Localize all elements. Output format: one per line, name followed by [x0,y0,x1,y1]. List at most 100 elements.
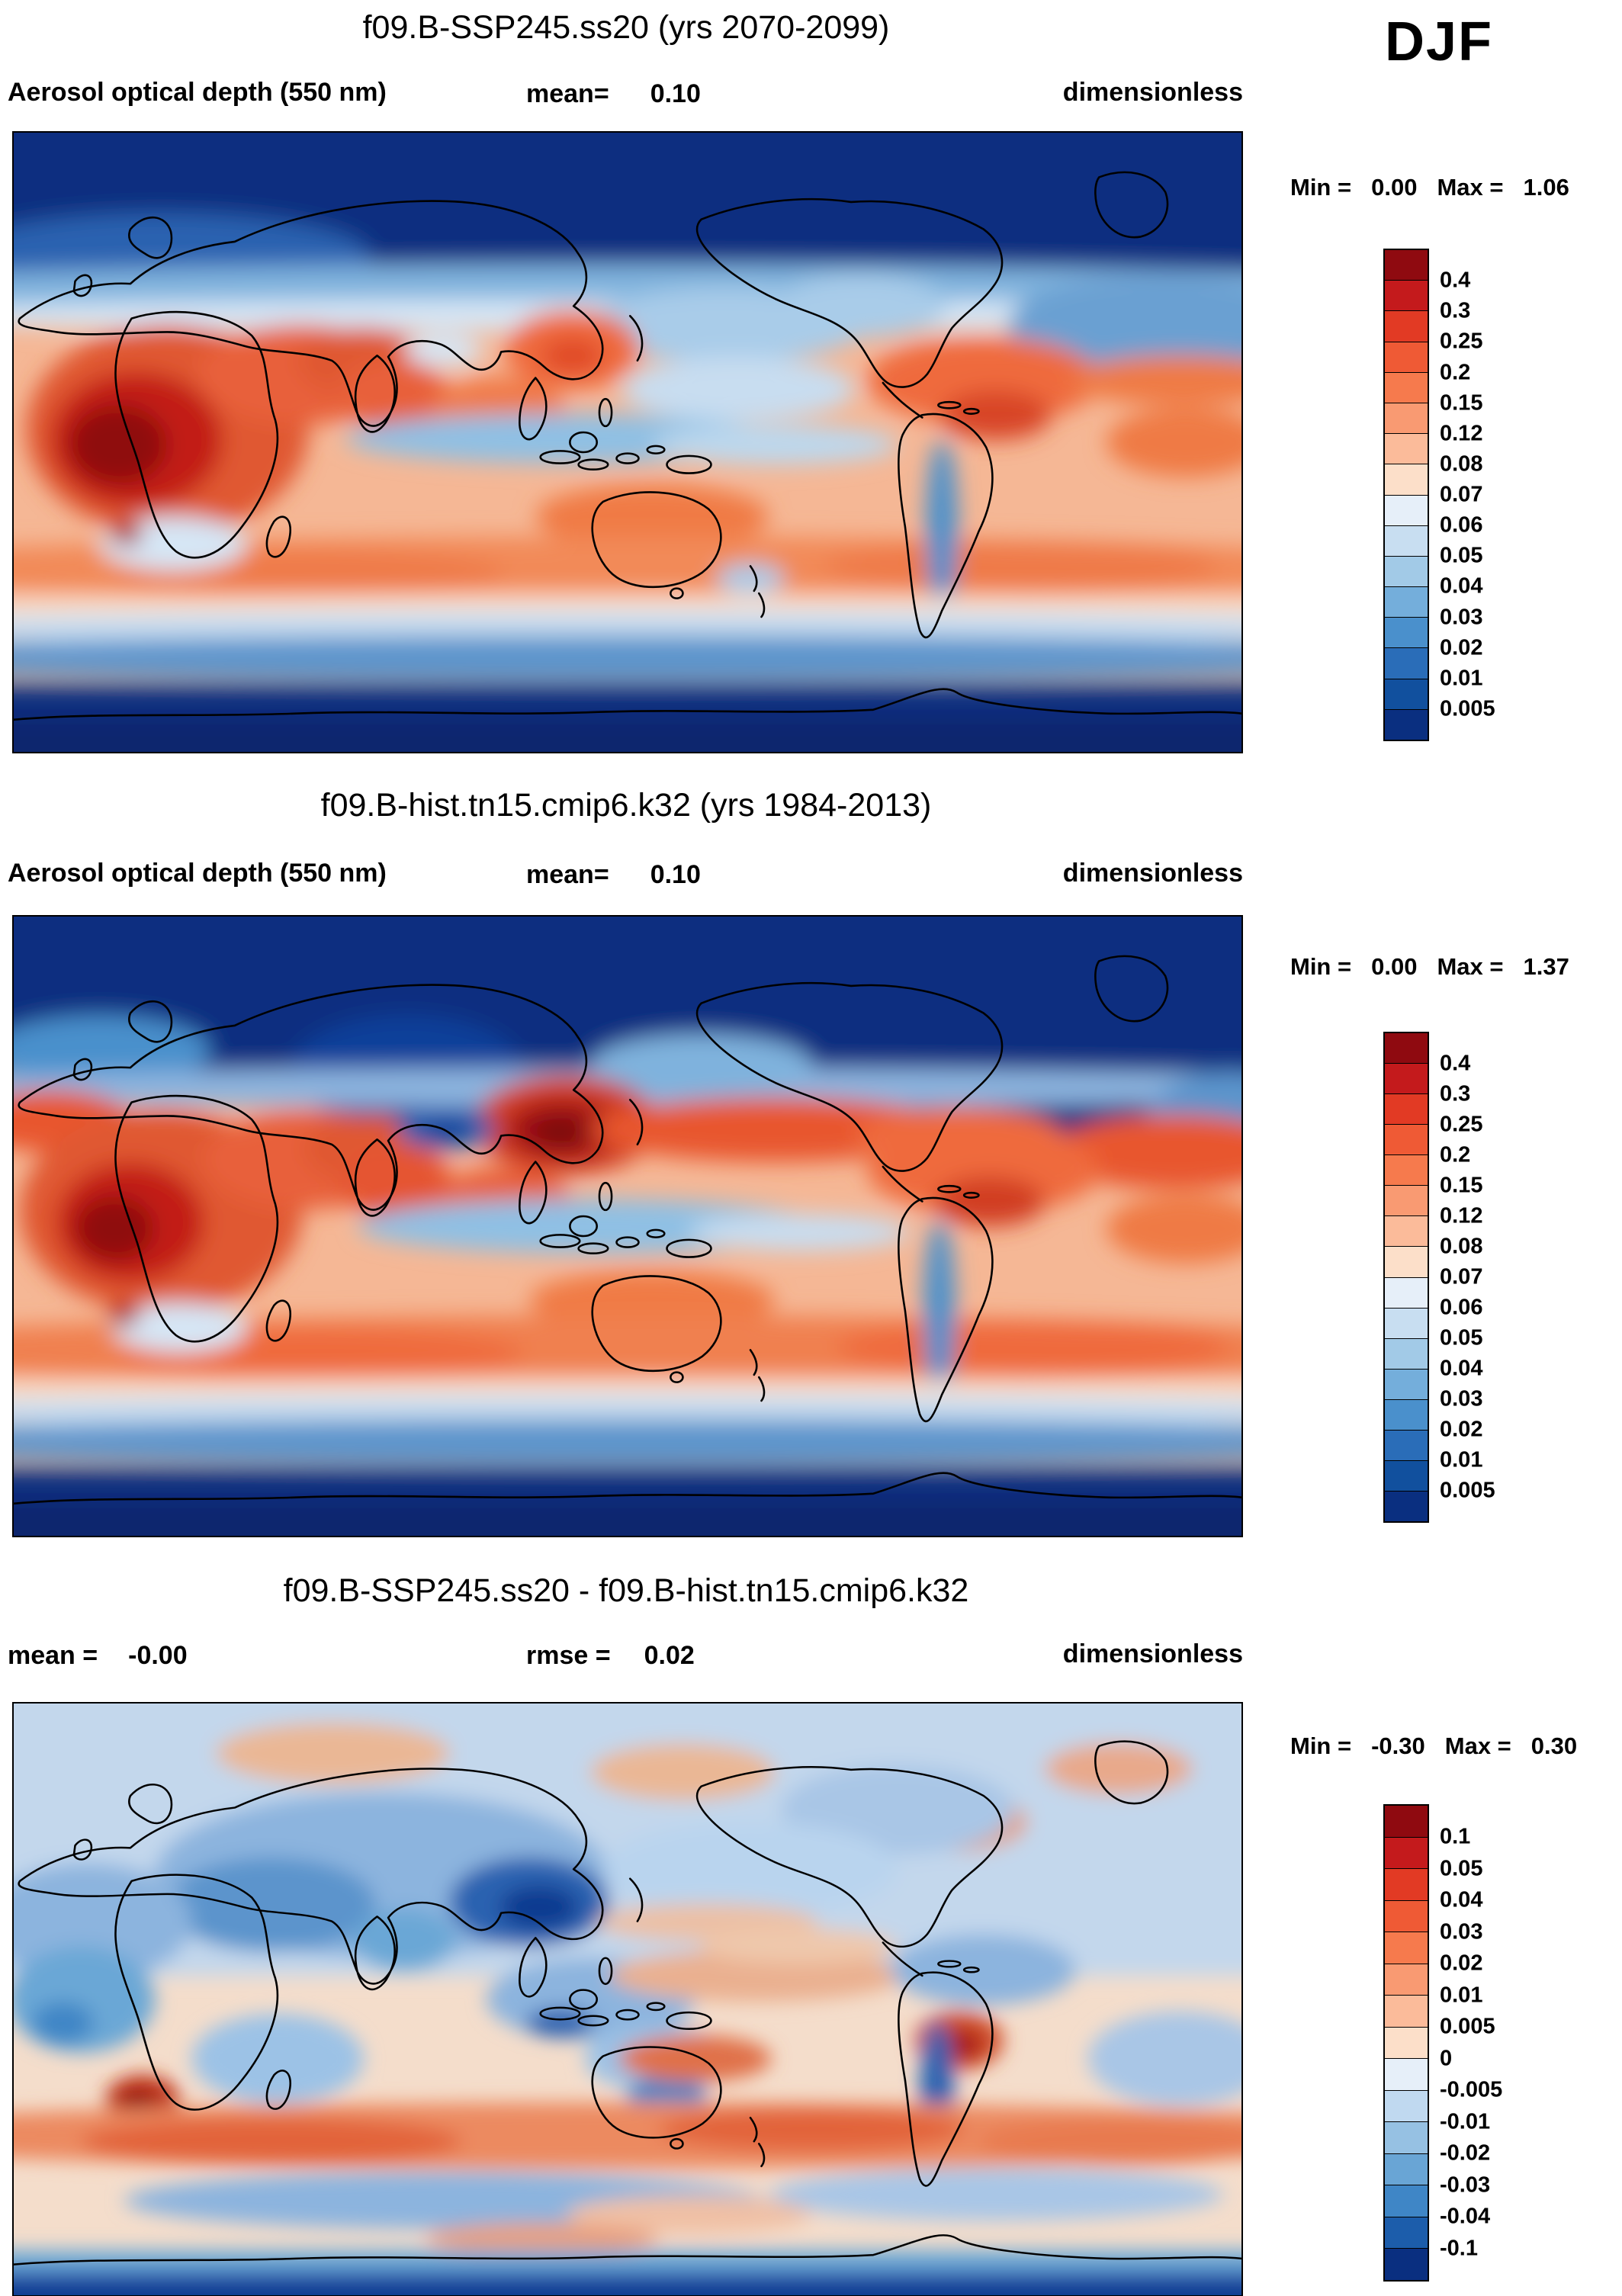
min-value: -0.30 [1371,1732,1425,1759]
colorbar-cell [1385,1033,1428,1064]
colorbar-cell [1385,1398,1428,1430]
contour-field [14,1704,1241,2295]
colorbar-cell [1385,1806,1428,1837]
colorbar-tick-label: 0.08 [1440,451,1483,477]
colorbar-cell [1385,1215,1428,1247]
colorbar-cell [1385,2153,1428,2185]
panel3-mean: mean = -0.00 [8,1641,188,1671]
season-label: DJF [1384,11,1494,72]
min-value: 0.00 [1371,174,1418,201]
colorbar-cell [1385,1307,1428,1338]
colorbar-tick-label: -0.02 [1440,2140,1491,2166]
colorbar-cell [1385,1276,1428,1308]
contour-field [14,917,1241,1536]
colorbar-tick-label: -0.1 [1440,2236,1478,2261]
panel2-mean: mean= 0.10 [526,860,701,890]
max-value: 1.06 [1523,174,1569,201]
panel1-units: dimensionless [1062,78,1243,107]
panel3-minmax: Min = -0.30 Max = 0.30 [1290,1732,1577,1760]
max-label: Max = [1444,1732,1511,1759]
mean-label: mean= [526,79,609,108]
colorbar-cell [1385,1185,1428,1216]
colorbar-tick-label: 0.02 [1440,1417,1483,1442]
colorbar-tick-label: 0.01 [1440,666,1483,691]
contour-field [14,133,1241,752]
colorbar-tick-label: 0.15 [1440,1173,1483,1198]
panel1-mean: mean= 0.10 [526,79,701,109]
colorbar-cell [1385,1368,1428,1399]
mean-value: 0.10 [650,79,701,108]
colorbar-tick-label: 0.06 [1440,512,1483,538]
colorbar-cell [1385,647,1428,679]
colorbar-tick-label: 0.03 [1440,605,1483,629]
colorbar-cell [1385,371,1428,403]
colorbar-cell [1385,494,1428,525]
colorbar-tick-label: 0.01 [1440,1983,1483,2008]
mean-value: 0.10 [650,860,701,889]
colorbar-cell [1385,1963,1428,1996]
colorbar-tick-label: 0.07 [1440,482,1483,507]
max-label: Max = [1437,953,1504,980]
colorbar-cell [1385,1868,1428,1900]
min-value: 0.00 [1371,953,1418,980]
colorbar-cell [1385,555,1428,587]
colorbar-tick-label: 0.04 [1440,1356,1483,1381]
panel2-colorbar: 0.4 0.3 0.25 0.2 0.15 0.12 0.08 0.07 0.06 0.05 0.0… [1383,1032,1495,1523]
colorbar-tick-label: 0.005 [1440,696,1495,721]
colorbar-tick-label: 0.05 [1440,543,1483,568]
colorbar-tick-label: 0.2 [1440,1142,1471,1167]
colorbar-cell [1385,433,1428,464]
mean-label: mean = [8,1641,98,1670]
colorbar-tick-label: -0.01 [1440,2109,1491,2134]
colorbar-cell [1385,617,1428,648]
colorbar-tick-label: 0.25 [1440,1112,1483,1137]
colorbar-tick-label: 0.02 [1440,635,1483,660]
panel3-rmse: rmse = 0.02 [526,1641,695,1671]
colorbar-cell [1385,1429,1428,1460]
colorbar-cell [1385,1063,1428,1094]
colorbar-cell [1385,2185,1428,2217]
colorbar-cell [1385,2216,1428,2249]
colorbar-tick-label: -0.03 [1440,2172,1491,2198]
panel3-colorbar: 0.1 0.05 0.04 0.03 0.02 0.01 0.005 0 -0.005 -0.01… [1383,1804,1502,2282]
map-difference-svg [14,1704,1241,2295]
panel2-units: dimensionless [1062,859,1243,888]
colorbar-tick-label: 0.03 [1440,1919,1483,1944]
colorbar-tick-label: 0.02 [1440,1951,1483,1976]
colorbar-tick-label: 0.4 [1440,1051,1471,1076]
panel1-variable-label: Aerosol optical depth (550 nm) [8,78,387,107]
rmse-value: 0.02 [644,1641,695,1670]
colorbar-cell [1385,678,1428,709]
rmse-label: rmse = [526,1641,611,1670]
panel1-title: f09.B-SSP245.ss20 (yrs 2070-2099) [362,9,890,46]
max-label: Max = [1437,174,1504,201]
colorbar-tick-label: 0.05 [1440,1856,1483,1881]
colorbar-tick-label: 0.08 [1440,1234,1483,1259]
min-label: Min = [1290,953,1352,980]
colorbar-tick-label: 0.4 [1440,268,1471,293]
colorbar-cell [1385,1459,1428,1491]
colorbar-tick-label: 0.15 [1440,390,1483,416]
colorbar-tick-label: 0.12 [1440,421,1483,446]
colorbar-tick-label: 0.005 [1440,2014,1495,2039]
colorbar-cell [1385,1154,1428,1186]
panel2-title: f09.B-hist.tn15.cmip6.k32 (yrs 1984-2013… [320,787,932,824]
colorbar-tick-label: 0.01 [1440,1447,1483,1472]
colorbar-cell [1385,1995,1428,2027]
panel2-variable-label: Aerosol optical depth (550 nm) [8,859,387,888]
colorbar-cell [1385,1932,1428,1964]
colorbar-cell [1385,1899,1428,1932]
colorbar-cell [1385,310,1428,342]
colorbar-cell [1385,1490,1428,1521]
colorbar-tick-label: 0.12 [1440,1203,1483,1228]
colorbar-cell [1385,464,1428,495]
colorbar-cell [1385,1246,1428,1277]
colorbar-cell [1385,2026,1428,2059]
colorbar-tick-label: 0.04 [1440,573,1483,599]
panel1-colorbar: 0.4 0.3 0.25 0.2 0.15 0.12 0.08 0.07 0.06 0.05 0.0… [1383,249,1495,741]
colorbar-cell [1385,2248,1428,2280]
max-value: 0.30 [1530,1732,1578,1759]
mean-value: -0.00 [128,1641,188,1670]
colorbar-tick-label: 0.25 [1440,329,1483,354]
